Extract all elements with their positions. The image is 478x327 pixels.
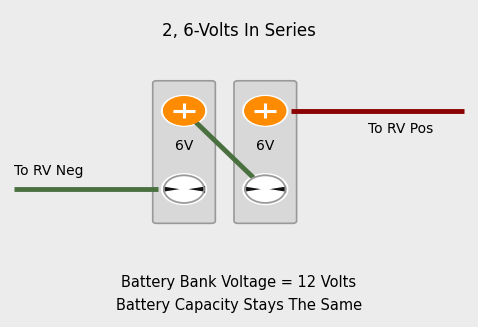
Circle shape xyxy=(162,174,206,204)
Text: To RV Pos: To RV Pos xyxy=(368,122,434,136)
Circle shape xyxy=(245,175,285,203)
Text: 2, 6-Volts In Series: 2, 6-Volts In Series xyxy=(162,22,316,40)
Text: To RV Neg: To RV Neg xyxy=(14,164,84,178)
Circle shape xyxy=(245,97,285,125)
Text: 6V: 6V xyxy=(175,139,193,152)
Text: Battery Bank Voltage = 12 Volts: Battery Bank Voltage = 12 Volts xyxy=(121,275,357,290)
Bar xyxy=(164,186,204,192)
Bar xyxy=(245,186,285,192)
Wedge shape xyxy=(246,189,285,203)
Text: 6V: 6V xyxy=(256,139,274,152)
Wedge shape xyxy=(246,175,285,189)
FancyBboxPatch shape xyxy=(153,81,215,223)
Circle shape xyxy=(164,175,204,203)
Wedge shape xyxy=(164,175,204,189)
Circle shape xyxy=(243,95,288,126)
Circle shape xyxy=(243,174,288,204)
Circle shape xyxy=(164,97,204,125)
FancyBboxPatch shape xyxy=(234,81,296,223)
Wedge shape xyxy=(164,189,204,203)
Text: Battery Capacity Stays The Same: Battery Capacity Stays The Same xyxy=(116,298,362,313)
Circle shape xyxy=(162,95,206,126)
